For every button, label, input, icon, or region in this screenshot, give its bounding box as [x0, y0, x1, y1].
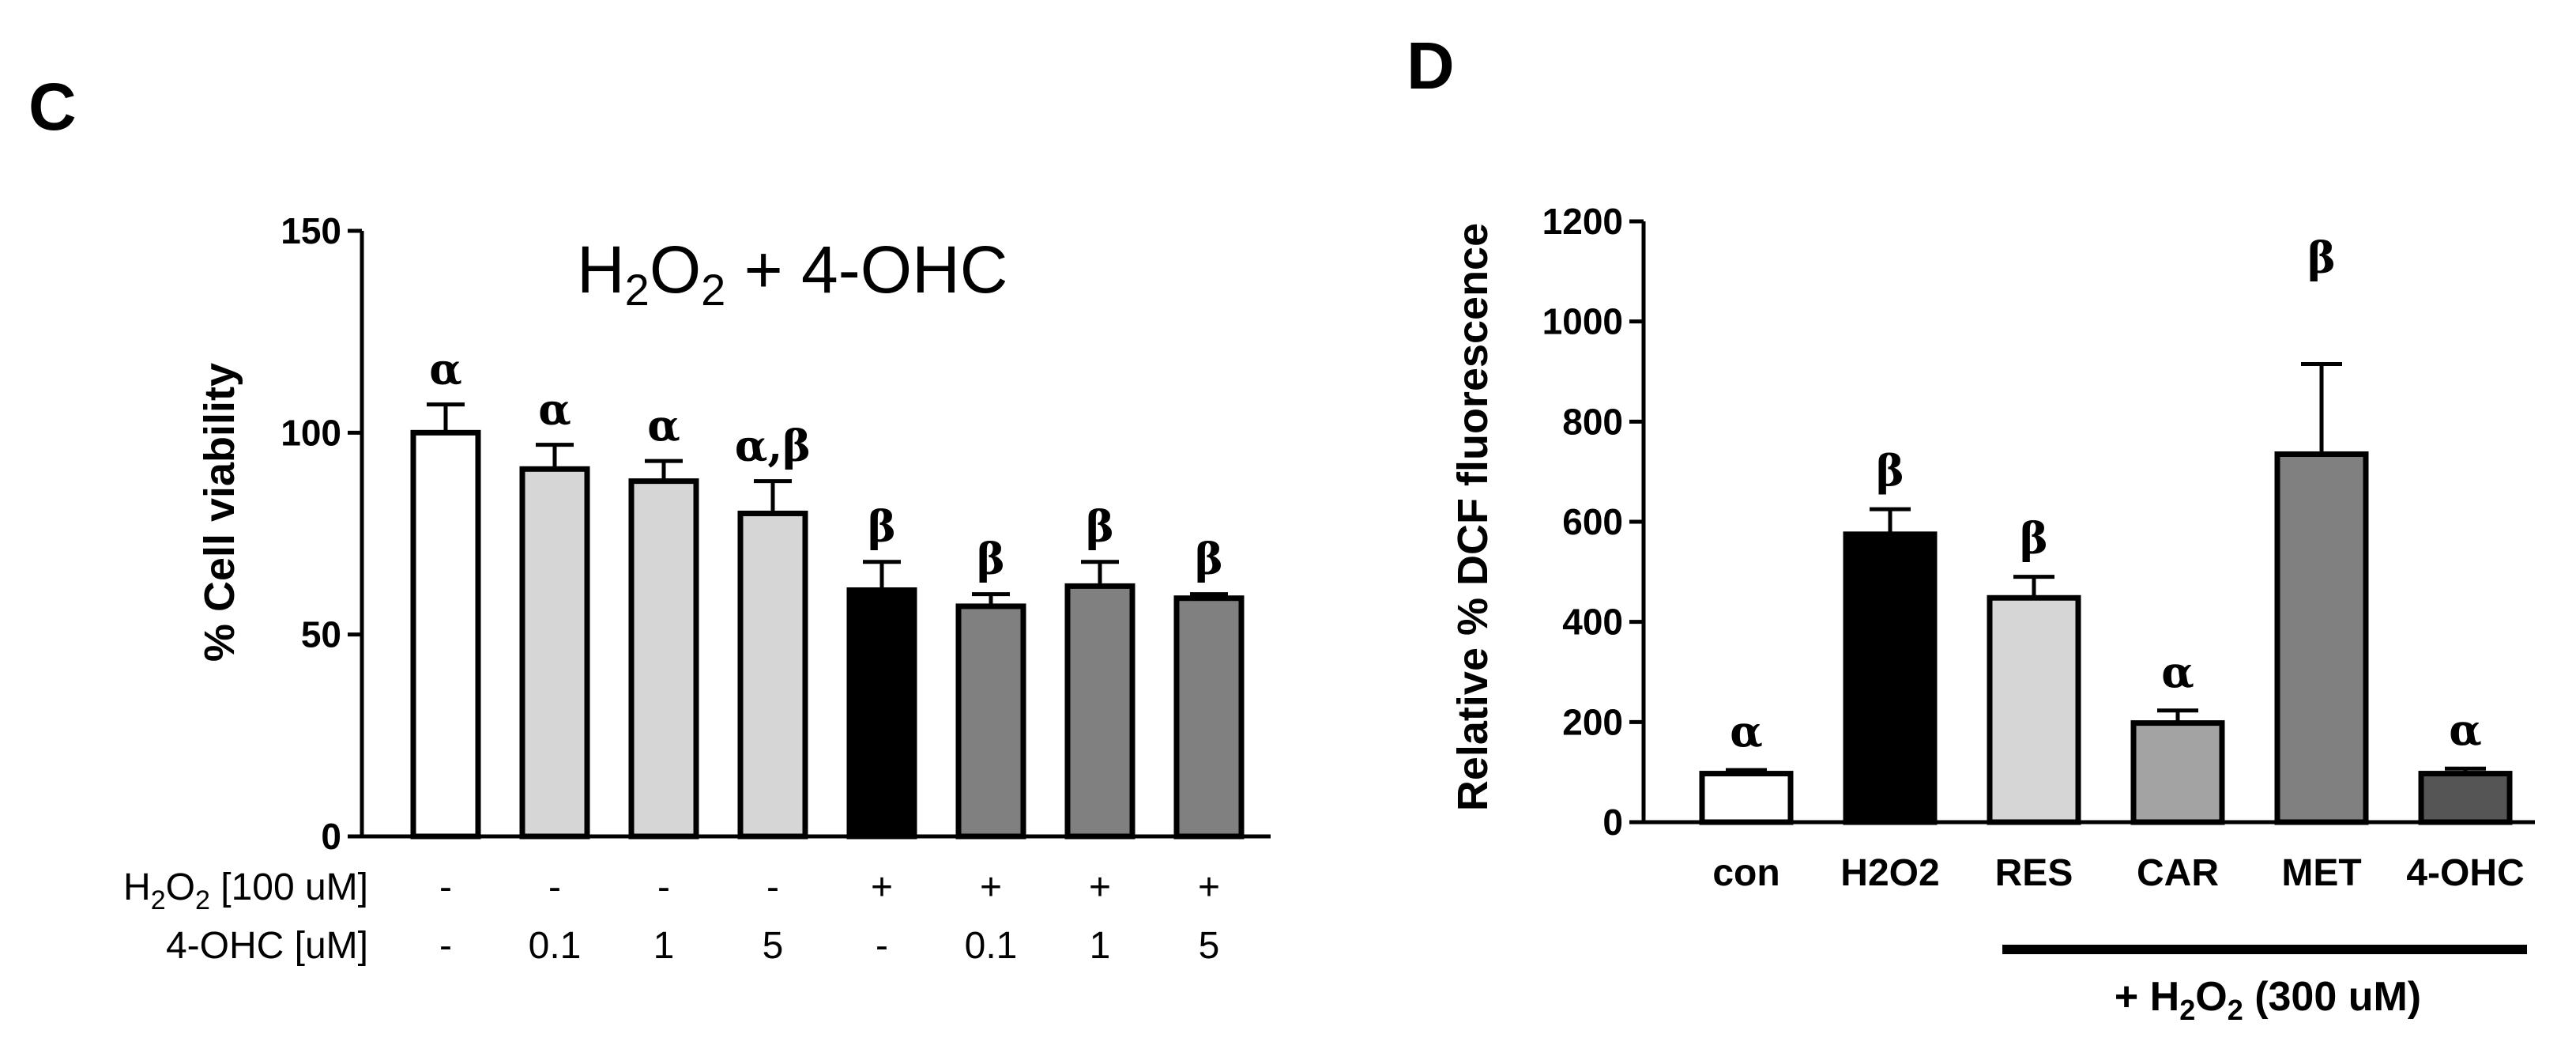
significance-label-c: β: [977, 534, 1005, 584]
y-tick-label-c: 100: [281, 412, 341, 453]
bar-c: [737, 510, 808, 840]
category-label-d: RES: [1995, 852, 2073, 894]
bar-d: [1843, 531, 1938, 825]
bar-c: [628, 478, 699, 840]
significance-label-d: β: [2307, 232, 2336, 283]
treatment-bracket-label: + H2O2 (300 uM): [2115, 974, 2421, 1026]
axes-d: 0 200 400 600 800 1000 1200: [1542, 201, 2535, 843]
condition-value-c: 1: [1090, 925, 1111, 967]
category-label-d: 4-OHC: [2406, 852, 2524, 894]
y-tick-label-c: 50: [301, 614, 341, 655]
bars-c: α α α α,β β β β β: [410, 344, 1245, 840]
bar-c: [1173, 595, 1245, 840]
bar-c: [519, 466, 590, 840]
condition-value-c: +: [980, 866, 1002, 908]
bar-d: [2274, 451, 2369, 825]
significance-label-c: α,β: [735, 421, 811, 471]
y-axis-title-c: % Cell viability: [196, 363, 243, 662]
panel-d: D Relative % DCF fluorescence 0 200 400 600…: [1407, 28, 2535, 1026]
condition-value-c: +: [1198, 866, 1220, 908]
category-label-d: MET: [2281, 852, 2361, 894]
condition-value-c: 1: [653, 925, 675, 967]
bar-c: [846, 587, 917, 840]
significance-label-c: β: [1195, 534, 1223, 584]
bar-c: [410, 429, 481, 840]
condition-value-c: +: [871, 866, 893, 908]
significance-label-c: β: [1086, 501, 1114, 552]
bar-d: [1987, 594, 2081, 825]
condition-value-c: 5: [1199, 925, 1220, 967]
bars-d: α con β H2O2 β RES α CAR β MET α 4-OHC: [1699, 232, 2525, 894]
category-label-d: H2O2: [1840, 852, 1939, 894]
y-tick-label-d: 400: [1562, 602, 1623, 643]
condition-value-c: -: [548, 866, 561, 908]
condition-value-c: 5: [763, 925, 784, 967]
significance-label-c: β: [868, 501, 896, 552]
y-axis-title-d: Relative % DCF fluorescence: [1449, 223, 1497, 811]
y-tick-label-d: 600: [1562, 501, 1623, 542]
y-tick-label-c: 0: [321, 816, 341, 857]
significance-label-d: α: [2449, 704, 2482, 755]
y-tick-label-d: 200: [1562, 701, 1623, 742]
panel-letter-c: C: [28, 70, 77, 144]
category-label-d: con: [1712, 852, 1779, 894]
condition-value-c: -: [439, 925, 452, 967]
bar-d: [2130, 720, 2225, 825]
condition-value-c: -: [766, 866, 779, 908]
significance-label-d: α: [1730, 706, 1763, 757]
y-tick-label-d: 800: [1562, 401, 1623, 442]
y-tick-label-d: 0: [1602, 802, 1623, 843]
y-tick-label-c: 150: [281, 210, 341, 251]
significance-label-d: α: [2161, 647, 2194, 697]
axes-c: 0 50 100 150: [281, 210, 1271, 857]
row-label-h2o2: H2O2 [100 uM]: [123, 866, 368, 915]
condition-value-c: 0.1: [529, 925, 582, 967]
plot-title-c: H2O2 + 4-OHC: [577, 232, 1007, 315]
significance-label-c: α: [429, 344, 462, 394]
category-label-d: CAR: [2137, 852, 2219, 894]
panel-letter-d: D: [1407, 28, 1455, 103]
significance-label-d: β: [1876, 445, 1904, 496]
significance-label-d: β: [2020, 513, 2048, 564]
significance-label-c: α: [647, 400, 680, 451]
bar-d: [1699, 771, 1794, 825]
condition-value-c: -: [439, 866, 452, 908]
condition-value-c: +: [1089, 866, 1111, 908]
condition-rows-c: H2O2 [100 uM] 4-OHC [uM] - - - - + + + + - 0.1 1 5 -…: [123, 866, 1220, 967]
condition-value-c: -: [657, 866, 670, 908]
row-label-4ohc: 4-OHC [uM]: [166, 925, 368, 967]
y-tick-label-d: 1200: [1542, 201, 1623, 242]
y-tick-label-d: 1000: [1542, 301, 1623, 342]
significance-label-c: α: [538, 384, 571, 435]
condition-value-c: 0.1: [965, 925, 1018, 967]
panel-c: C H2O2 + 4-OHC % Cell viability 05010015…: [28, 70, 1271, 967]
bar-d: [2418, 771, 2513, 825]
bar-c: [955, 603, 1026, 840]
bar-c: [1064, 583, 1135, 840]
condition-value-c: -: [876, 925, 888, 967]
